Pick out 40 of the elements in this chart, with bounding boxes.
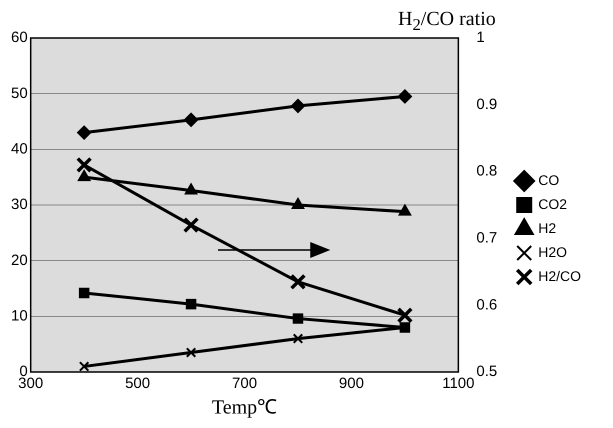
legend-label: H2/CO <box>538 268 582 284</box>
x-tick-label: 1100 <box>442 375 474 392</box>
point <box>292 198 304 209</box>
point <box>290 98 305 113</box>
y2-tick-label: 0.5 <box>476 363 498 380</box>
point <box>186 347 196 358</box>
y2-tick-label: 0.9 <box>476 96 498 113</box>
x-tick-label: 900 <box>338 375 364 392</box>
point <box>396 307 414 324</box>
legend-label: H2 <box>538 220 556 236</box>
y2-tick-label: 1 <box>476 29 485 46</box>
y-tick-label: 50 <box>10 84 28 102</box>
y-tick-label: 10 <box>10 307 28 324</box>
y-tick-label: 20 <box>10 252 28 269</box>
point <box>398 204 412 216</box>
point <box>290 274 306 290</box>
point <box>76 156 92 174</box>
x-tick-label: 700 <box>232 375 258 392</box>
point <box>292 313 304 324</box>
point <box>292 333 304 344</box>
y-tick-label: 30 <box>10 196 28 214</box>
point <box>78 170 90 182</box>
x-tick-label: 500 <box>125 375 150 392</box>
legend-label: CO2 <box>538 196 568 212</box>
y-tick-label: 60 <box>10 29 28 46</box>
point <box>78 288 90 298</box>
y2-tick-label: 0.8 <box>476 162 498 180</box>
point <box>78 361 90 372</box>
y2-tick-label: 0.6 <box>476 296 498 314</box>
point <box>182 216 200 234</box>
point <box>398 89 412 104</box>
x-axis-title: Temp℃ <box>212 396 278 418</box>
y-tick-label: 40 <box>10 140 28 158</box>
point <box>186 298 196 310</box>
legend-label: H2O <box>538 244 568 260</box>
point <box>184 184 198 195</box>
point <box>77 126 92 140</box>
legend-label: CO <box>538 172 560 188</box>
point <box>184 112 198 127</box>
y2-tick-label: 0.7 <box>476 230 498 247</box>
